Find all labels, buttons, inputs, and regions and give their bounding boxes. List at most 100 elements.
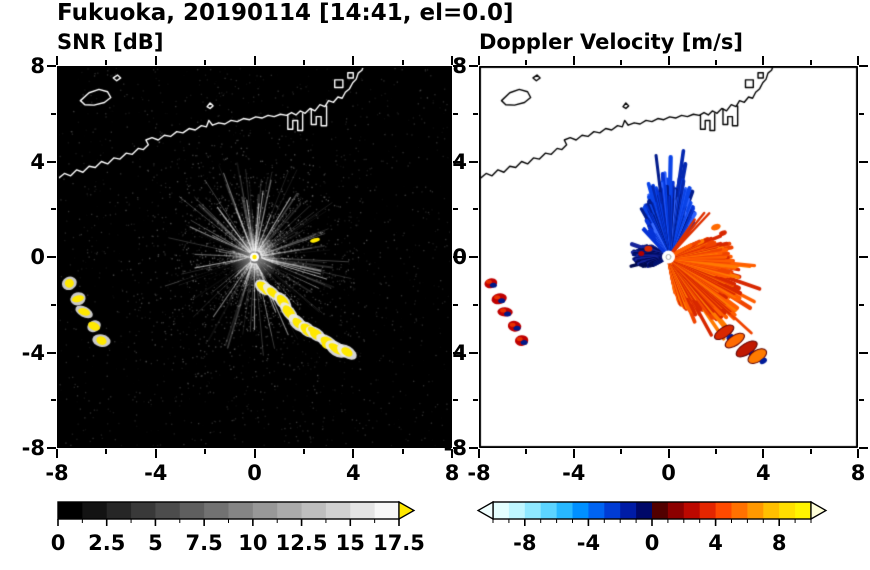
colorbar-segment: [350, 502, 376, 519]
colorbar-segment: [747, 502, 764, 519]
colorbar-segment: [540, 502, 558, 519]
colorbar-segment: [604, 502, 621, 519]
axis-tick: [51, 399, 56, 402]
figure-title: Fukuoka, 20190114 [14:41, el=0.0]: [57, 0, 514, 26]
axis-tick: [525, 449, 528, 454]
colorbar-tick-label: -8: [513, 531, 537, 555]
colorbar-segment: [620, 502, 637, 519]
colorbar-tick-label: 10: [238, 531, 268, 555]
axis-tick: [859, 399, 864, 402]
axis-tick: [253, 449, 256, 458]
y-tick-label: 0: [30, 245, 45, 269]
axis-tick: [154, 449, 157, 458]
y-tick-label: -4: [443, 340, 467, 365]
colorbar-segment: [301, 502, 327, 519]
axis-tick: [469, 351, 478, 354]
axis-tick: [302, 449, 305, 454]
colorbar-tick-label: 15: [335, 531, 365, 555]
axis-tick: [453, 256, 462, 258]
axis-tick: [809, 449, 812, 454]
axis-tick: [620, 60, 623, 65]
axis-tick: [47, 256, 56, 258]
x-tick-label: 4: [345, 461, 361, 485]
axis-tick: [620, 449, 623, 454]
axis-tick: [859, 112, 864, 115]
x-tick-label: 8: [850, 461, 866, 485]
colorbar-tick-label: 5: [148, 531, 163, 555]
axis-tick: [47, 447, 56, 449]
colorbar-segment: [252, 502, 278, 519]
colorbar-segment: [572, 502, 589, 519]
colorbar-over-arrow: [810, 500, 828, 521]
y-tick-label: 8: [30, 54, 45, 78]
colorbar-segment: [493, 502, 510, 519]
snr-colorbar: [57, 500, 416, 526]
colorbar-segment: [228, 502, 254, 519]
y-tick-label: -8: [443, 436, 467, 460]
axis-tick: [204, 449, 207, 454]
colorbar-segment: [652, 502, 669, 519]
axis-tick: [453, 399, 458, 402]
axis-tick: [572, 449, 575, 458]
colorbar-segment: [155, 502, 181, 519]
colorbar-tick-label: 17.5: [373, 531, 425, 555]
axis-tick: [451, 56, 453, 65]
doppler-plot-canvas: [479, 66, 858, 448]
x-tick-label: -8: [467, 461, 491, 485]
axis-tick: [857, 56, 859, 65]
axis-tick: [473, 208, 478, 211]
colorbar-segment: [524, 502, 542, 519]
colorbar-tick-label: 7.5: [185, 531, 223, 555]
axis-tick: [47, 351, 56, 354]
x-tick-label: 4: [755, 461, 771, 485]
colorbar-tick-label: 12.5: [275, 531, 328, 555]
colorbar-segment: [508, 502, 526, 519]
colorbar-tick-label: 2.5: [88, 531, 126, 555]
colorbar-under-arrow: [476, 500, 494, 521]
colorbar-segment: [636, 502, 653, 519]
axis-tick: [859, 303, 864, 306]
colorbar-segment: [325, 502, 351, 519]
axis-tick: [51, 208, 56, 211]
axis-tick: [401, 449, 404, 454]
axis-tick: [857, 449, 859, 458]
axis-tick: [453, 112, 458, 115]
colorbar-segment: [277, 502, 303, 519]
colorbar-segment: [82, 502, 108, 519]
doppler-colorbar: [476, 500, 828, 526]
colorbar-segment: [106, 502, 132, 519]
axis-tick: [453, 351, 462, 354]
axis-tick: [469, 447, 478, 449]
colorbar-segment: [795, 502, 812, 519]
colorbar-segment: [731, 502, 748, 519]
axis-tick: [253, 56, 256, 65]
axis-tick: [809, 60, 812, 65]
snr-plot-canvas: [57, 66, 452, 448]
y-tick-label: -4: [21, 340, 45, 365]
axis-tick: [352, 449, 355, 458]
colorbar-segment: [779, 502, 796, 519]
colorbar-segment: [715, 502, 733, 519]
axis-tick: [453, 65, 462, 67]
colorbar-tick-label: 4: [708, 531, 723, 555]
colorbar-tick-label: 8: [771, 531, 787, 555]
x-tick-label: 0: [661, 461, 676, 485]
colorbar-segment: [556, 502, 574, 519]
axis-tick: [478, 449, 480, 458]
y-tick-label: 4: [452, 149, 467, 174]
x-tick-label: -4: [562, 461, 586, 485]
colorbar-tick-label: 0: [644, 531, 660, 555]
colorbar-tick-label: -4: [576, 531, 601, 555]
colorbar-segment: [179, 502, 205, 519]
axis-tick: [667, 449, 670, 458]
axis-tick: [56, 56, 58, 65]
colorbar-segment: [763, 502, 780, 519]
colorbar-segment: [667, 502, 685, 519]
colorbar-segment: [374, 502, 400, 519]
y-tick-label: 8: [452, 54, 467, 78]
axis-tick: [478, 56, 480, 65]
colorbar-segment: [683, 502, 701, 519]
axis-tick: [469, 256, 478, 258]
axis-tick: [469, 160, 478, 163]
